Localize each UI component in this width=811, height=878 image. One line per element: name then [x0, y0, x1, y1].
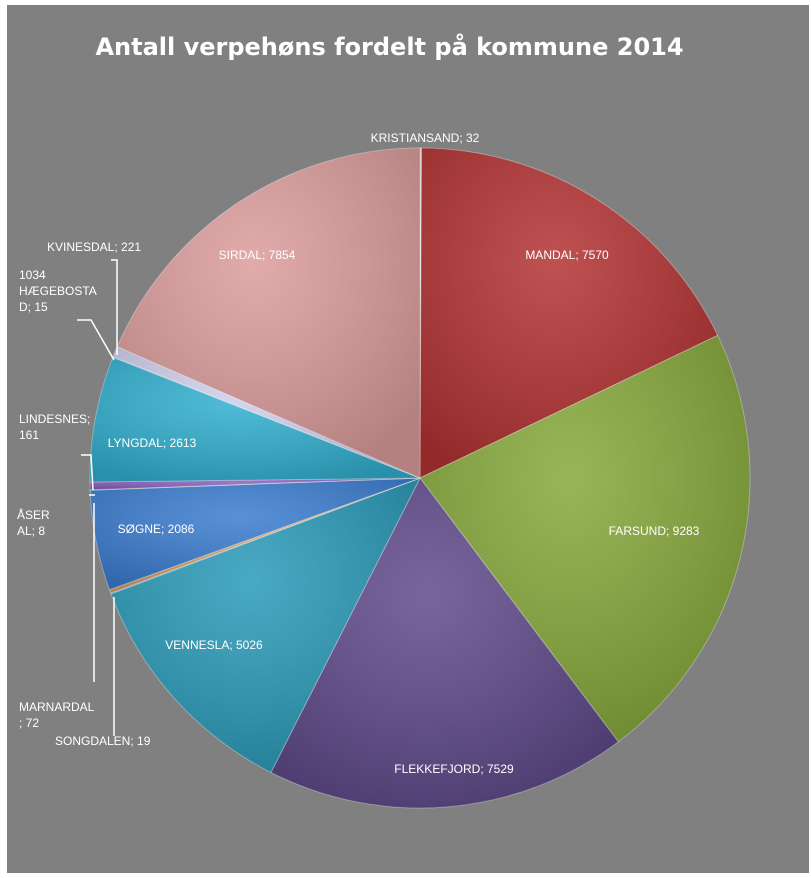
pie-slice-shading — [90, 478, 420, 590]
pie-slice-shading — [420, 147, 422, 478]
pie-slice-shading — [109, 478, 421, 594]
data-label: FARSUND; 9283 — [609, 524, 700, 538]
data-label: KVINESDAL; 221 — [47, 240, 141, 254]
pie-slice-shading — [420, 148, 718, 478]
pie-slice-shading — [420, 335, 751, 742]
pie-slice-shading — [113, 346, 420, 478]
data-label: MARNARDAL; 72 — [19, 700, 95, 730]
pie-slice-shading — [90, 478, 421, 490]
pie-chart: KRISTIANSAND; 32 MANDAL; 7570 FARSUND; 928… — [17, 131, 751, 809]
leader-line — [111, 259, 118, 355]
leader-line — [77, 319, 115, 361]
data-label: MANDAL; 7570 — [525, 248, 609, 262]
pie-slice-shading — [110, 478, 420, 594]
data-label: KRISTIANSAND; 32 — [371, 131, 480, 145]
data-label: LYNGDAL; 2613 — [108, 436, 197, 450]
data-label: 1034 HÆGEBOSTA D; 15 — [19, 268, 97, 314]
data-label: SONGDALEN; 19 — [55, 734, 151, 748]
pie-slice-shading — [270, 478, 619, 809]
data-label: ÅSER AL; 8 — [17, 507, 50, 538]
data-label: VENNESLA; 5026 — [165, 638, 263, 652]
leader-line — [81, 454, 94, 491]
pie-slice-shading — [117, 147, 421, 478]
pie-slice-shading — [89, 357, 421, 482]
data-label: SØGNE; 2086 — [118, 522, 195, 536]
pie-slice-shading — [111, 478, 421, 773]
pie-slice-shading — [90, 478, 421, 491]
data-label: SIRDAL; 7854 — [219, 248, 296, 262]
data-label: LINDESNES; 161 — [19, 412, 90, 442]
chart-area: Antall verpehøns fordelt på kommune 2014… — [7, 5, 809, 873]
chart-title: Antall verpehøns fordelt på kommune 2014 — [95, 33, 684, 61]
data-label: FLEKKEFJORD; 7529 — [394, 762, 514, 776]
pie-slice-shading — [112, 356, 421, 478]
